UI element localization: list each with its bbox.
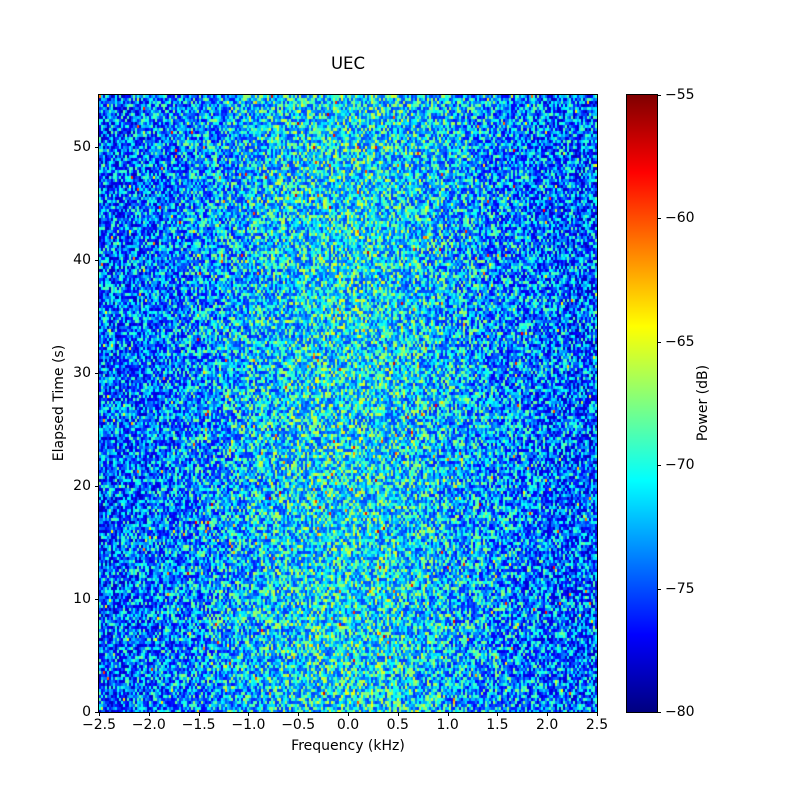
- x-tick-label: 2.5: [585, 717, 609, 733]
- y-tick-label: 40: [73, 251, 91, 268]
- x-tick-mark: [198, 712, 200, 716]
- x-tick-label: 1.0: [436, 717, 459, 733]
- x-tick-label: −2.0: [131, 717, 166, 733]
- y-tick-mark: [95, 372, 99, 374]
- colorbar-tick-mark: [657, 712, 661, 713]
- x-tick-mark: [348, 712, 349, 716]
- x-tick-label: 2.0: [536, 717, 559, 733]
- colorbar-tick-mark: [657, 218, 661, 220]
- spectrogram-plot: [98, 94, 598, 713]
- x-tick-label: 0.5: [386, 717, 409, 733]
- y-tick-label: 20: [73, 477, 91, 494]
- x-tick-mark: [597, 712, 598, 716]
- y-tick-label: 0: [82, 704, 91, 720]
- x-axis-label: Frequency (kHz): [291, 738, 405, 754]
- colorbar-tick-label: −80: [665, 704, 695, 720]
- spectrogram-canvas: [99, 95, 597, 712]
- colorbar: [626, 94, 658, 713]
- x-tick-mark: [547, 712, 549, 716]
- title-line-1: UEC: [330, 53, 366, 73]
- x-tick-label: 0.0: [336, 717, 360, 733]
- x-tick-mark: [99, 712, 100, 716]
- y-tick-mark: [95, 712, 99, 713]
- y-tick-label: 10: [73, 590, 91, 607]
- y-axis-label: Elapsed Time (s): [51, 344, 67, 462]
- x-tick-mark: [148, 712, 150, 716]
- y-tick-mark: [95, 485, 99, 487]
- x-tick-label: 1.5: [486, 717, 509, 733]
- colorbar-tick-label: −55: [665, 87, 695, 103]
- y-tick-mark: [95, 598, 99, 600]
- x-tick-mark: [298, 712, 300, 716]
- x-tick-label: −1.0: [231, 717, 266, 733]
- y-tick-label: 30: [73, 364, 91, 381]
- colorbar-tick-label: −75: [665, 580, 695, 597]
- colorbar-tick-mark: [657, 341, 661, 343]
- y-tick-mark: [95, 259, 99, 261]
- colorbar-tick-label: −65: [665, 333, 695, 350]
- x-tick-mark: [497, 712, 499, 716]
- x-tick-label: −0.5: [281, 717, 316, 733]
- colorbar-tick-mark: [657, 95, 661, 96]
- x-tick-label: −1.5: [181, 717, 216, 733]
- x-tick-mark: [248, 712, 250, 716]
- colorbar-label: Power (dB): [695, 364, 711, 442]
- colorbar-tick-mark: [657, 588, 661, 590]
- colorbar-tick-label: −60: [665, 210, 695, 227]
- colorbar-tick-mark: [657, 465, 661, 467]
- y-tick-label: 50: [73, 138, 91, 155]
- y-tick-mark: [95, 146, 99, 148]
- x-tick-label: −2.5: [82, 717, 116, 733]
- colorbar-tick-label: −70: [665, 457, 695, 474]
- x-tick-mark: [397, 712, 399, 716]
- x-tick-mark: [447, 712, 449, 716]
